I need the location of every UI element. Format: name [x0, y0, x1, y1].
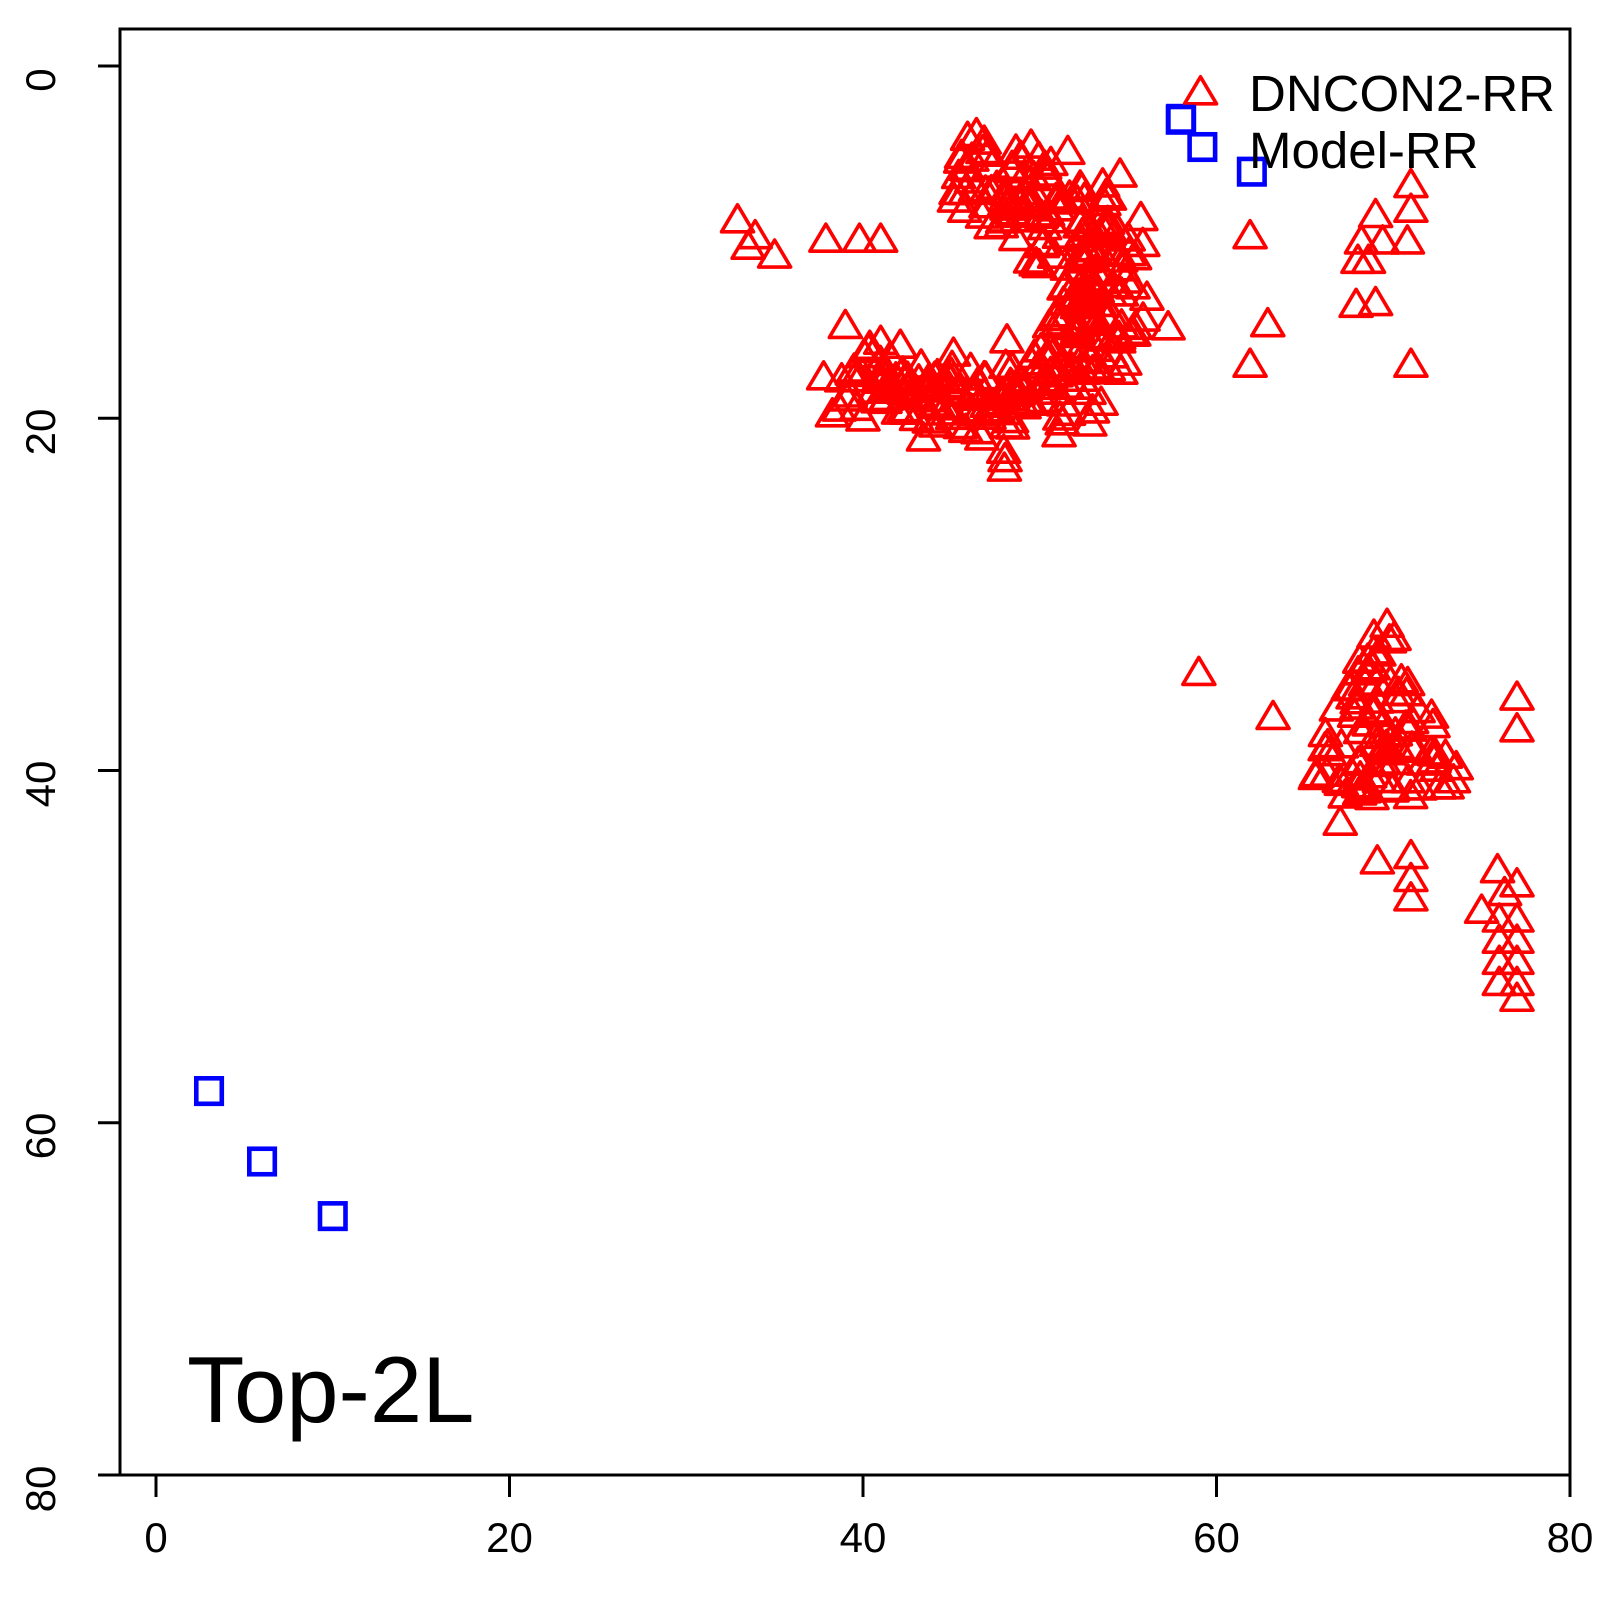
svg-text:60: 60: [17, 1113, 64, 1160]
svg-text:Model-RR: Model-RR: [1249, 122, 1479, 179]
svg-text:0: 0: [17, 68, 64, 91]
svg-text:80: 80: [1547, 1514, 1594, 1561]
svg-text:60: 60: [1193, 1514, 1240, 1561]
svg-text:80: 80: [17, 1466, 64, 1513]
svg-text:40: 40: [840, 1514, 887, 1561]
svg-text:20: 20: [486, 1514, 533, 1561]
svg-text:Top-2L: Top-2L: [187, 1337, 474, 1442]
svg-text:40: 40: [17, 761, 64, 808]
svg-text:0: 0: [144, 1514, 167, 1561]
svg-text:20: 20: [17, 409, 64, 456]
svg-text:DNCON2-RR: DNCON2-RR: [1249, 65, 1555, 122]
